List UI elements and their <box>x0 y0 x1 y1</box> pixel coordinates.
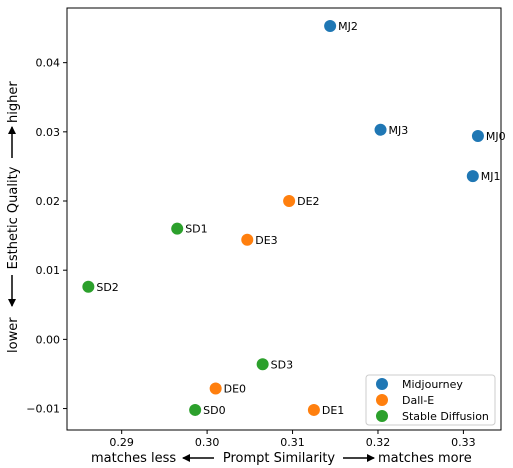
point-label-de3: DE3 <box>255 234 277 247</box>
x-axis-label: matches less Prompt Similarity matches m… <box>91 451 472 466</box>
x-axis-label-center: Prompt Similarity <box>223 451 336 466</box>
point-label-sd2: SD2 <box>96 281 118 294</box>
y-axis-label-low: lower <box>6 317 21 353</box>
y-tick-label: −0.01 <box>26 403 60 416</box>
data-point-mj1 <box>466 170 479 183</box>
y-axis: −0.01 0.00 0.01 0.02 0.03 0.04 <box>26 57 67 416</box>
plot-frame <box>66 7 502 431</box>
legend: Midjourney Dall-E Stable Diffusion <box>365 374 496 426</box>
x-axis-label-right: matches more <box>378 451 472 466</box>
legend-entry: Midjourney <box>402 378 463 391</box>
x-tick-label: 0.29 <box>109 436 134 449</box>
point-label-de2: DE2 <box>297 195 319 208</box>
y-tick-label: 0.00 <box>36 333 61 346</box>
x-tick-label: 0.33 <box>451 436 476 449</box>
y-tick-label: 0.02 <box>36 195 61 208</box>
y-tick-label: 0.03 <box>36 126 61 139</box>
y-axis-label-center: Esthetic Quality <box>6 166 21 269</box>
point-label-mj2: MJ2 <box>338 20 358 33</box>
x-axis-label-left: matches less <box>91 451 176 466</box>
legend-marker <box>376 378 388 390</box>
point-label-mj3: MJ3 <box>389 124 409 137</box>
data-point-mj0 <box>471 129 484 142</box>
x-axis: 0.29 0.30 0.31 0.32 0.33 <box>109 430 476 449</box>
y-tick-label: 0.04 <box>36 57 61 70</box>
data-point-de2 <box>283 195 296 208</box>
x-tick-label: 0.30 <box>195 436 220 449</box>
data-point-de3 <box>241 233 254 246</box>
legend-marker <box>376 410 388 422</box>
point-label-mj1: MJ1 <box>481 170 501 183</box>
legend-marker <box>376 394 388 406</box>
data-point-mj2 <box>324 19 337 32</box>
data-point-mj3 <box>374 123 387 136</box>
x-tick-label: 0.32 <box>366 436 391 449</box>
y-axis-label-high: higher <box>6 81 21 123</box>
data-point-sd3 <box>256 358 269 371</box>
y-tick-label: 0.01 <box>36 264 61 277</box>
point-label-de1: DE1 <box>322 404 344 417</box>
data-point-sd2 <box>82 280 95 293</box>
legend-entry: Dall-E <box>402 394 434 407</box>
data-point-de1 <box>307 403 320 416</box>
point-label-mj0: MJ0 <box>486 130 506 143</box>
data-points: MJ2 MJ3 MJ0 MJ1 DE2 DE3 DE0 DE1 SD1 SD2 SD3 SD0 <box>82 19 506 417</box>
data-point-de0 <box>209 382 222 395</box>
point-label-sd3: SD3 <box>271 358 293 371</box>
data-point-sd0 <box>189 403 202 416</box>
x-tick-label: 0.31 <box>280 436 305 449</box>
data-point-sd1 <box>171 222 184 235</box>
legend-entry: Stable Diffusion <box>402 410 489 423</box>
legend-box <box>365 374 496 426</box>
point-label-de0: DE0 <box>224 382 246 395</box>
point-label-sd0: SD0 <box>203 404 225 417</box>
y-axis-label: lower Esthetic Quality higher <box>6 81 21 353</box>
point-label-sd1: SD1 <box>185 223 207 236</box>
